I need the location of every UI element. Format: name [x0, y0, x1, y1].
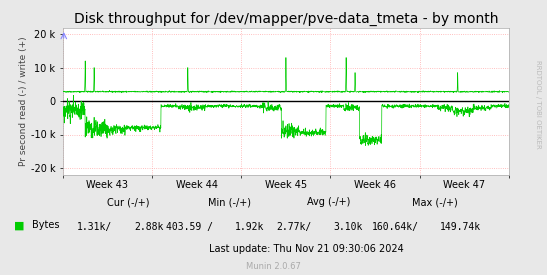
Text: Bytes: Bytes: [32, 221, 59, 230]
Text: Min (-/+): Min (-/+): [208, 197, 251, 207]
Text: Week 46: Week 46: [354, 180, 396, 190]
Text: 3.10k: 3.10k: [334, 222, 363, 232]
Text: 1.92k: 1.92k: [235, 222, 265, 232]
Text: Week 43: Week 43: [86, 180, 129, 190]
Text: Avg (-/+): Avg (-/+): [306, 197, 350, 207]
Text: RRDTOOL / TOBI OETIKER: RRDTOOL / TOBI OETIKER: [535, 60, 540, 149]
Text: 160.64k/: 160.64k/: [371, 222, 418, 232]
Text: 149.74k: 149.74k: [440, 222, 481, 232]
Text: Munin 2.0.67: Munin 2.0.67: [246, 262, 301, 271]
Text: Max (-/+): Max (-/+): [412, 197, 458, 207]
Text: Cur (-/+): Cur (-/+): [107, 197, 150, 207]
Text: Week 45: Week 45: [265, 180, 307, 190]
Text: Last update: Thu Nov 21 09:30:06 2024: Last update: Thu Nov 21 09:30:06 2024: [209, 244, 404, 254]
Text: ■: ■: [14, 221, 24, 230]
Title: Disk throughput for /dev/mapper/pve-data_tmeta - by month: Disk throughput for /dev/mapper/pve-data…: [73, 12, 498, 26]
Text: 1.31k/: 1.31k/: [77, 222, 112, 232]
Text: Week 44: Week 44: [176, 180, 218, 190]
Text: 2.77k/: 2.77k/: [277, 222, 312, 232]
Text: 403.59 /: 403.59 /: [166, 222, 213, 232]
Y-axis label: Pr second read (-) / write (+): Pr second read (-) / write (+): [19, 36, 28, 166]
Text: 2.88k: 2.88k: [134, 222, 164, 232]
Text: Week 47: Week 47: [443, 180, 485, 190]
